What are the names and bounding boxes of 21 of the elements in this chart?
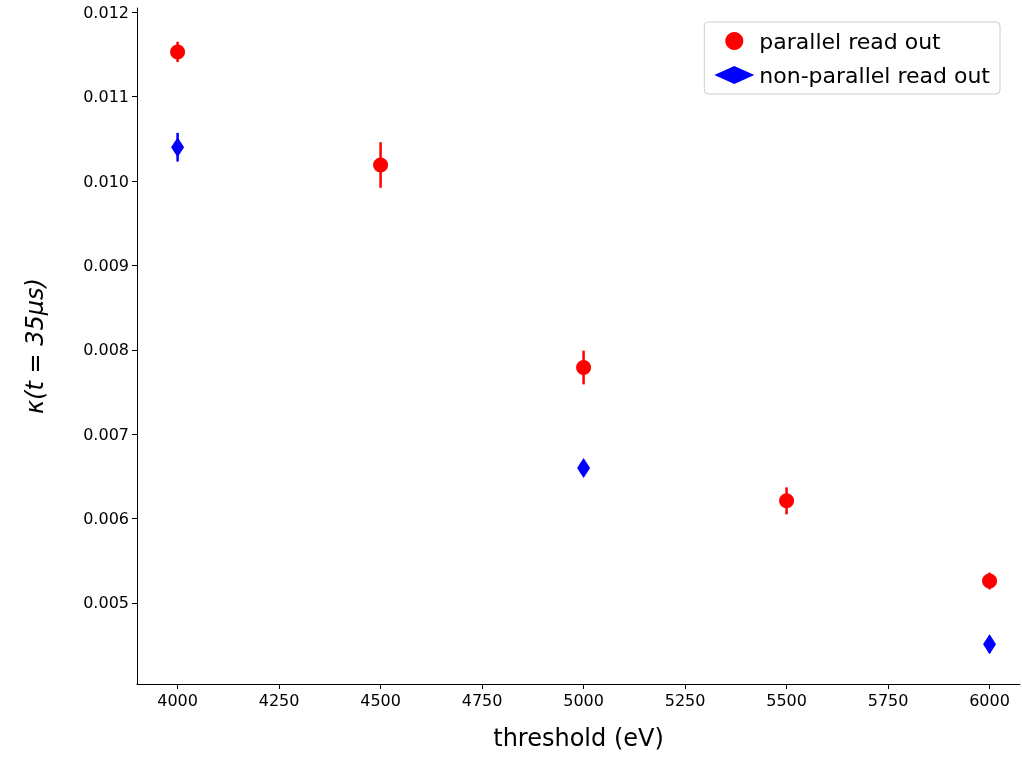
y-tick-label: 0.006	[83, 509, 129, 529]
y-axis-title: κ(t = 35μs)	[21, 278, 49, 414]
x-tick-label: 6000	[969, 690, 1010, 710]
x-tick-label: 5500	[766, 690, 807, 710]
y-tick-label: 0.008	[83, 340, 129, 360]
y-tick-label: 0.011	[83, 87, 129, 107]
y-tick-label: 0.009	[83, 255, 129, 275]
legend-label: parallel read out	[759, 28, 942, 54]
x-tick-label: 4500	[360, 690, 401, 710]
x-tick-label: 5000	[563, 690, 604, 710]
x-tick-label: 4250	[258, 690, 300, 710]
x-axis-title: threshold (eV)	[493, 724, 664, 752]
x-tick-label: 5750	[867, 690, 909, 710]
x-tick-label: 4000	[157, 690, 198, 710]
x-tick-label: 4750	[461, 690, 503, 710]
legend-label: non-parallel read out	[759, 62, 991, 88]
y-tick-label: 0.010	[83, 171, 129, 191]
y-tick-label: 0.005	[83, 593, 129, 613]
y-tick-label: 0.007	[83, 424, 129, 444]
x-tick-label: 5250	[664, 690, 706, 710]
y-tick-label: 0.012	[83, 2, 129, 22]
